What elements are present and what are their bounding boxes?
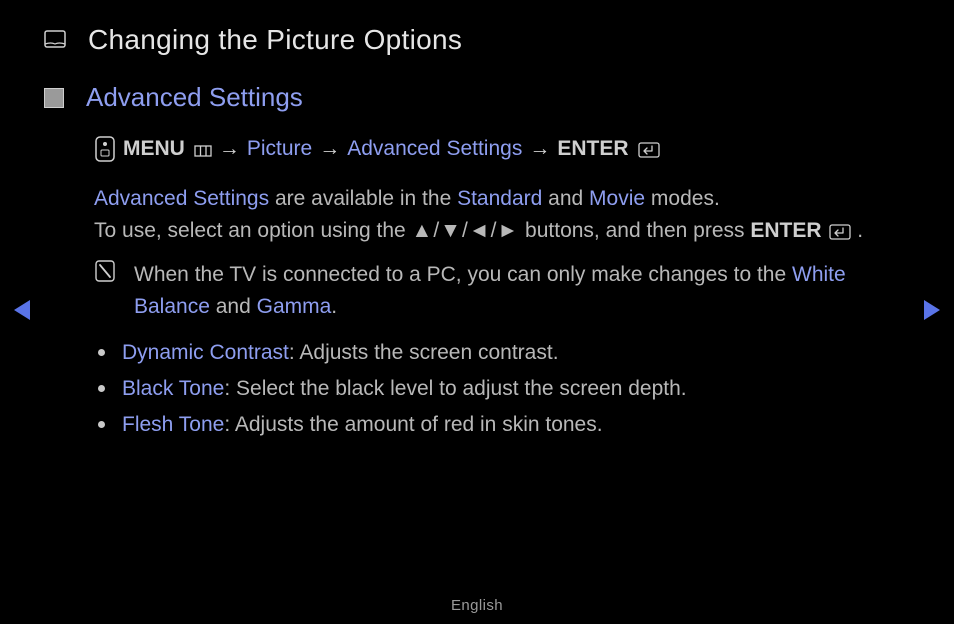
page-title: Changing the Picture Options (88, 24, 462, 56)
prev-page-arrow[interactable] (14, 300, 30, 320)
term-advanced-settings: Advanced Settings (94, 187, 269, 210)
remote-icon (94, 136, 116, 162)
text: To use, select an option using the (94, 219, 412, 242)
text: : Adjusts the screen contrast. (289, 341, 559, 364)
text: . (857, 219, 863, 242)
path-advanced-settings: Advanced Settings (347, 133, 522, 165)
text: and (210, 295, 257, 318)
list-item: Black Tone: Select the black level to ad… (94, 371, 924, 407)
enter-label: ENTER (557, 133, 628, 165)
path-arrow: → (219, 133, 240, 165)
term-enter: ENTER (750, 219, 821, 242)
enter-icon (822, 219, 858, 242)
dpad-arrows: ▲/▼/◄/► (412, 219, 520, 242)
next-page-arrow[interactable] (924, 300, 940, 320)
menu-grid-icon (192, 133, 212, 165)
section-bullet-icon (44, 88, 64, 108)
path-arrow: → (319, 133, 340, 165)
path-arrow: → (529, 133, 550, 165)
book-icon (44, 30, 66, 50)
term-standard: Standard (457, 187, 542, 210)
term-flesh-tone: Flesh Tone (122, 413, 224, 436)
note-text: When the TV is connected to a PC, you ca… (134, 259, 924, 323)
term-dynamic-contrast: Dynamic Contrast (122, 341, 289, 364)
bullet-list: Dynamic Contrast: Adjusts the screen con… (94, 335, 924, 443)
list-item: Dynamic Contrast: Adjusts the screen con… (94, 335, 924, 371)
text: and (542, 187, 589, 210)
text: modes. (645, 187, 720, 210)
text: are available in the (269, 187, 457, 210)
path-picture: Picture (247, 133, 312, 165)
term-movie: Movie (589, 187, 645, 210)
term-gamma: Gamma (257, 295, 332, 318)
footer-language: English (0, 597, 954, 614)
text: buttons, and then press (519, 219, 750, 242)
text: : Adjusts the amount of red in skin tone… (224, 413, 602, 436)
note-icon (94, 259, 116, 293)
menu-path: MENU → Picture → Advanced Settings → ENT… (94, 133, 924, 165)
text: . (331, 295, 337, 318)
menu-label: MENU (123, 133, 185, 165)
intro-paragraph-2: To use, select an option using the ▲/▼/◄… (94, 215, 914, 247)
text: When the TV is connected to a PC, you ca… (134, 263, 792, 286)
term-black-tone: Black Tone (122, 377, 224, 400)
section-title: Advanced Settings (86, 82, 303, 113)
list-item: Flesh Tone: Adjusts the amount of red in… (94, 407, 924, 443)
intro-paragraph-1: Advanced Settings are available in the S… (94, 183, 914, 215)
text: : Select the black level to adjust the s… (224, 377, 686, 400)
enter-icon (636, 133, 660, 165)
